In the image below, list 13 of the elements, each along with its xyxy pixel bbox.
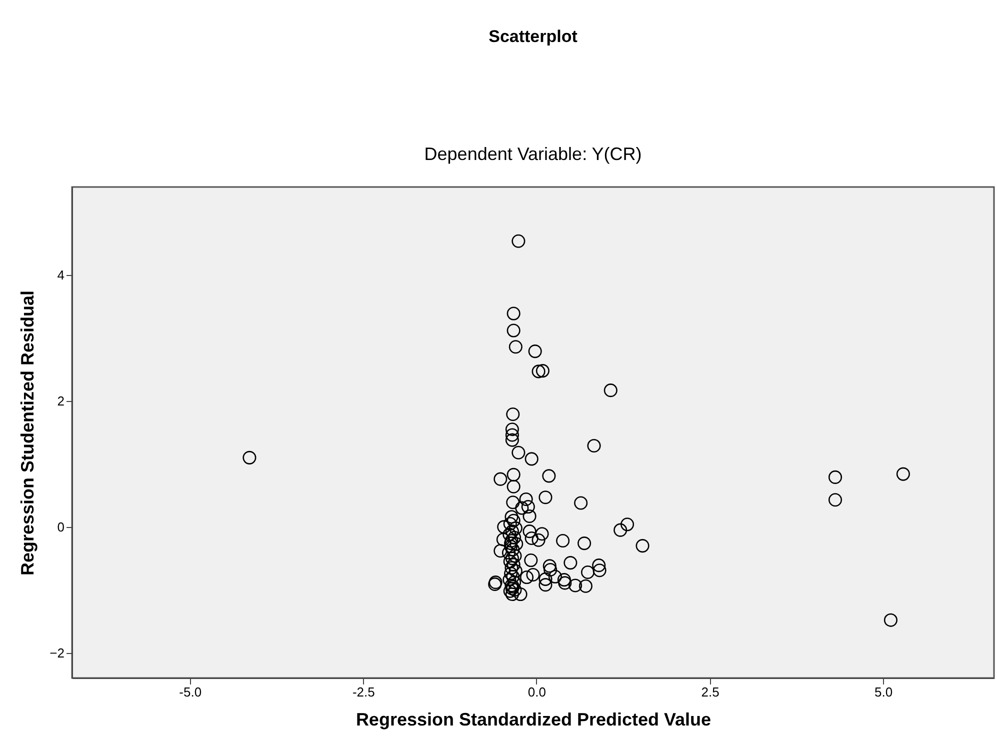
chart-subtitle: Dependent Variable: Y(CR) [424, 144, 642, 164]
y-tick-label: 0 [57, 519, 64, 534]
x-tick-label: 0.0 [528, 684, 546, 700]
y-axis-title: Regression Studentized Residual [18, 290, 38, 576]
y-tick-label: 4 [57, 268, 64, 283]
y-tick-label: 2 [57, 394, 64, 409]
x-tick-label: -2.5 [352, 684, 375, 700]
x-axis-title: Regression Standardized Predicted Value [356, 710, 712, 730]
chart-title: Scatterplot [488, 27, 578, 46]
x-tick-label: -5.0 [179, 684, 202, 700]
x-tick-label: 5.0 [874, 684, 893, 700]
x-tick-label: 2.5 [701, 684, 720, 700]
y-tick-label: −2 [50, 645, 64, 660]
